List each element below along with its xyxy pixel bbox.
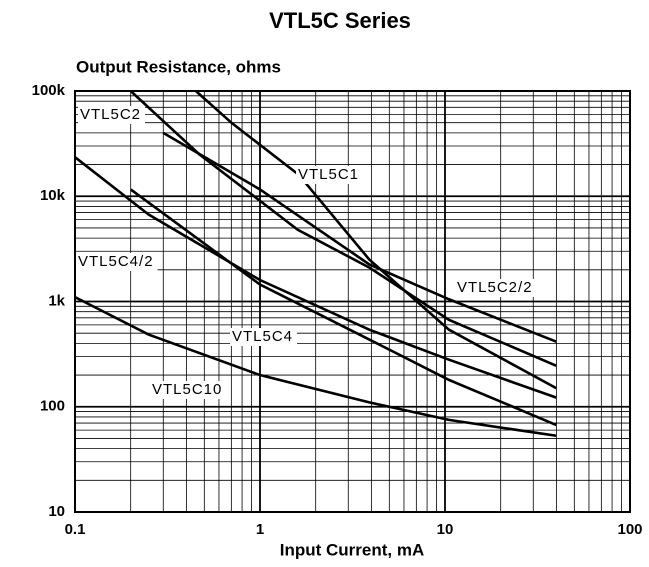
series-label: VTL5C2/2 xyxy=(457,279,533,296)
series-label: VTL5C4/2 xyxy=(78,253,154,270)
y-tick-label: 1k xyxy=(48,292,65,309)
x-tick-label: 10 xyxy=(437,521,454,538)
y-axis-label: Output Resistance, ohms xyxy=(76,57,281,76)
series-line xyxy=(74,156,557,399)
chart-title: VTL5C Series xyxy=(269,8,411,33)
y-tick-label: 100 xyxy=(40,398,65,415)
label-background xyxy=(455,279,537,297)
x-tick-label: 1 xyxy=(256,521,264,538)
x-axis-label: Input Current, mA xyxy=(280,540,425,559)
series-label: VTL5C1 xyxy=(298,166,359,183)
y-tick-label: 10k xyxy=(40,187,66,204)
label-background xyxy=(78,106,146,124)
x-tick-label: 100 xyxy=(617,521,642,538)
series-label: VTL5C2 xyxy=(80,106,141,123)
series-label: VTL5C10 xyxy=(152,381,222,398)
label-background xyxy=(150,381,227,399)
y-tick-label: 10 xyxy=(48,503,65,520)
series-line xyxy=(194,90,558,390)
x-tick-label: 0.1 xyxy=(65,521,86,538)
label-background xyxy=(296,166,364,184)
series-line xyxy=(129,188,557,427)
series-label: VTL5C4 xyxy=(232,328,293,345)
label-background xyxy=(76,253,158,271)
series-line xyxy=(162,131,557,343)
y-tick-label: 100k xyxy=(32,82,66,99)
series-line xyxy=(74,295,557,438)
series-line xyxy=(129,90,557,367)
label-background xyxy=(230,328,298,346)
plot-frame xyxy=(74,90,631,513)
